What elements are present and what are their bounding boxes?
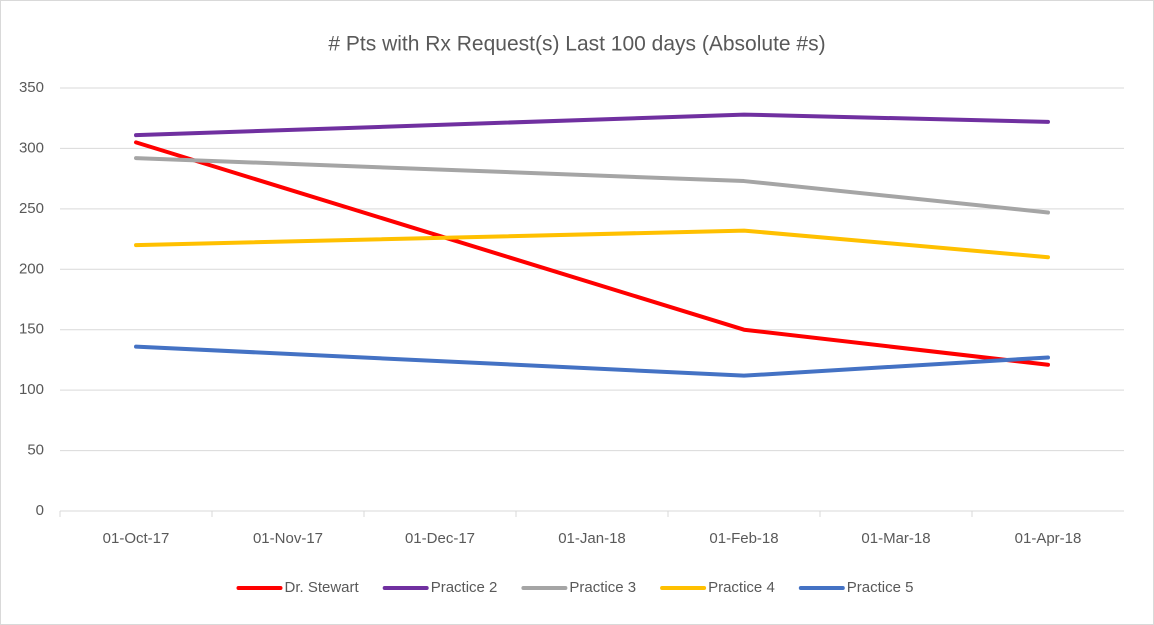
y-tick-label: 200 bbox=[19, 260, 44, 277]
y-tick-label: 0 bbox=[36, 502, 44, 519]
y-tick-label: 100 bbox=[19, 381, 44, 398]
y-tick-label: 300 bbox=[19, 139, 44, 156]
legend-label: Practice 4 bbox=[708, 579, 775, 596]
series-line bbox=[134, 156, 1050, 215]
legend-label: Practice 5 bbox=[847, 579, 914, 596]
legend-label: Practice 3 bbox=[569, 579, 636, 596]
y-tick-label: 250 bbox=[19, 200, 44, 217]
x-tick-label: 01-Mar-18 bbox=[861, 530, 930, 547]
x-tick-label: 01-Feb-18 bbox=[709, 530, 778, 547]
x-tick-label: 01-Apr-18 bbox=[1015, 530, 1082, 547]
y-tick-label: 150 bbox=[19, 321, 44, 338]
chart-title: # Pts with Rx Request(s) Last 100 days (… bbox=[328, 33, 825, 56]
y-tick-label: 350 bbox=[19, 79, 44, 96]
y-tick-label: 50 bbox=[27, 442, 44, 459]
x-tick-label: 01-Dec-17 bbox=[405, 530, 475, 547]
x-tick-label: 01-Nov-17 bbox=[253, 530, 323, 547]
legend-label: Dr. Stewart bbox=[285, 579, 360, 596]
series-line bbox=[134, 228, 1050, 260]
series-line bbox=[134, 344, 1050, 378]
series-line bbox=[134, 112, 1050, 138]
x-tick-label: 01-Jan-18 bbox=[558, 530, 626, 547]
x-tick-label: 01-Oct-17 bbox=[103, 530, 170, 547]
series-line bbox=[134, 140, 1050, 367]
legend-label: Practice 2 bbox=[431, 579, 498, 596]
